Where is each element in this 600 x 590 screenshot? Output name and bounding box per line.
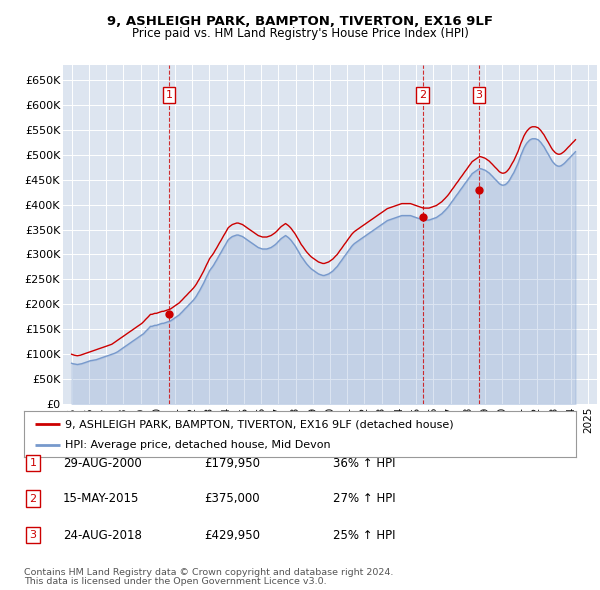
Text: 36% ↑ HPI: 36% ↑ HPI [333, 457, 395, 470]
Text: £179,950: £179,950 [204, 457, 260, 470]
Text: 15-MAY-2015: 15-MAY-2015 [63, 492, 139, 505]
Text: 25% ↑ HPI: 25% ↑ HPI [333, 529, 395, 542]
Text: 24-AUG-2018: 24-AUG-2018 [63, 529, 142, 542]
Text: 9, ASHLEIGH PARK, BAMPTON, TIVERTON, EX16 9LF (detached house): 9, ASHLEIGH PARK, BAMPTON, TIVERTON, EX1… [65, 419, 454, 429]
Text: 3: 3 [476, 90, 482, 100]
Text: 3: 3 [29, 530, 37, 540]
Text: HPI: Average price, detached house, Mid Devon: HPI: Average price, detached house, Mid … [65, 440, 331, 450]
Text: Contains HM Land Registry data © Crown copyright and database right 2024.: Contains HM Land Registry data © Crown c… [24, 568, 394, 577]
Text: 29-AUG-2000: 29-AUG-2000 [63, 457, 142, 470]
Text: 2: 2 [29, 494, 37, 503]
Text: 9, ASHLEIGH PARK, BAMPTON, TIVERTON, EX16 9LF: 9, ASHLEIGH PARK, BAMPTON, TIVERTON, EX1… [107, 15, 493, 28]
Text: £429,950: £429,950 [204, 529, 260, 542]
Text: 1: 1 [29, 458, 37, 468]
Text: £375,000: £375,000 [204, 492, 260, 505]
Text: Price paid vs. HM Land Registry's House Price Index (HPI): Price paid vs. HM Land Registry's House … [131, 27, 469, 40]
Text: This data is licensed under the Open Government Licence v3.0.: This data is licensed under the Open Gov… [24, 578, 326, 586]
Text: 27% ↑ HPI: 27% ↑ HPI [333, 492, 395, 505]
Text: 1: 1 [166, 90, 173, 100]
Text: 2: 2 [419, 90, 426, 100]
